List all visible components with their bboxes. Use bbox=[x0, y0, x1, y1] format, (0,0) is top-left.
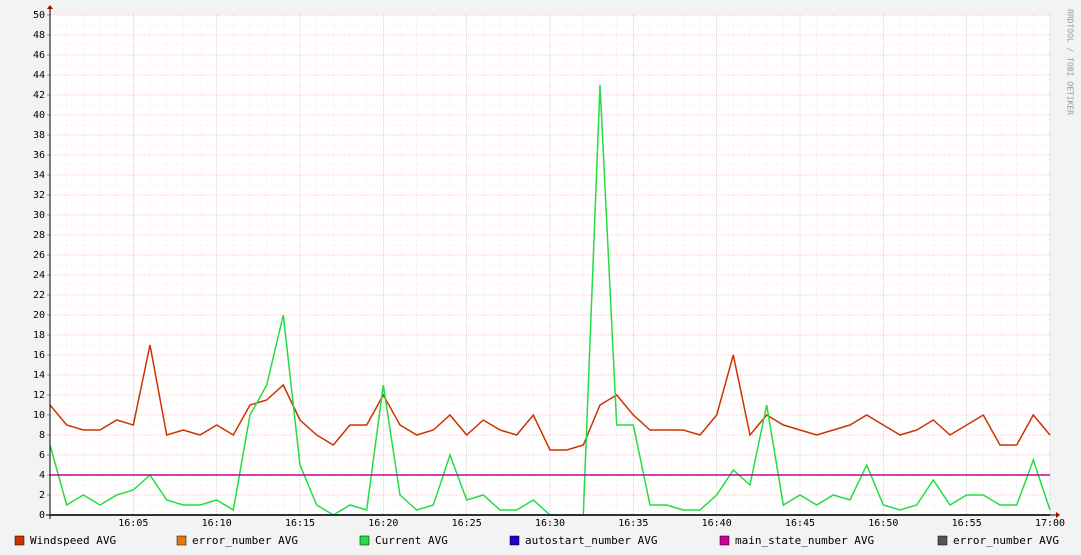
x-tick-label: 16:10 bbox=[202, 518, 232, 529]
y-tick-label: 46 bbox=[33, 50, 45, 61]
legend-label: main_state_number AVG bbox=[735, 534, 874, 547]
y-tick-label: 22 bbox=[33, 290, 45, 301]
x-tick-label: 16:30 bbox=[535, 518, 565, 529]
y-tick-label: 36 bbox=[33, 150, 45, 161]
series-line bbox=[49, 344, 1051, 451]
y-tick-label: 24 bbox=[33, 270, 45, 281]
y-tick-label: 4 bbox=[39, 470, 45, 481]
x-tick-label: 16:25 bbox=[452, 518, 482, 529]
x-tick-label: 16:45 bbox=[785, 518, 815, 529]
y-tick-label: 26 bbox=[33, 250, 45, 261]
legend-label: error_number AVG bbox=[953, 534, 1059, 547]
legend-label: autostart_number AVG bbox=[525, 534, 657, 547]
y-tick-label: 34 bbox=[33, 170, 45, 181]
x-tick-label: 16:05 bbox=[118, 518, 148, 529]
x-tick-label: 16:40 bbox=[702, 518, 732, 529]
x-tick-label: 17:00 bbox=[1035, 518, 1065, 529]
legend-swatch bbox=[14, 535, 25, 546]
legend-swatch bbox=[509, 535, 520, 546]
y-tick-label: 14 bbox=[33, 370, 45, 381]
y-tick-label: 8 bbox=[39, 430, 45, 441]
y-tick-label: 44 bbox=[33, 70, 45, 81]
y-tick-label: 12 bbox=[33, 390, 45, 401]
legend-label: Current AVG bbox=[375, 534, 448, 547]
y-tick-label: 0 bbox=[39, 510, 45, 521]
legend-swatch bbox=[719, 535, 730, 546]
y-tick-label: 30 bbox=[33, 210, 45, 221]
y-tick-label: 38 bbox=[33, 130, 45, 141]
y-tick-label: 2 bbox=[39, 490, 45, 501]
y-tick-label: 10 bbox=[33, 410, 45, 421]
legend-swatch bbox=[359, 535, 370, 546]
y-tick-label: 28 bbox=[33, 230, 45, 241]
watermark: RRDTOOL / TOBI OETIKER bbox=[1066, 9, 1075, 115]
x-tick-label: 16:55 bbox=[952, 518, 982, 529]
y-tick-label: 32 bbox=[33, 190, 45, 201]
y-tick-label: 42 bbox=[33, 90, 45, 101]
x-tick-label: 16:50 bbox=[868, 518, 898, 529]
y-tick-label: 20 bbox=[33, 310, 45, 321]
y-tick-label: 18 bbox=[33, 330, 45, 341]
x-tick-label: 16:15 bbox=[285, 518, 315, 529]
y-tick-label: 16 bbox=[33, 350, 45, 361]
y-tick-label: 6 bbox=[39, 450, 45, 461]
y-tick-label: 40 bbox=[33, 110, 45, 121]
y-tick-label: 50 bbox=[33, 10, 45, 21]
legend-swatch bbox=[937, 535, 948, 546]
y-axis-arrow bbox=[47, 5, 53, 9]
x-axis-arrow bbox=[1056, 512, 1060, 518]
legend-label: error_number AVG bbox=[192, 534, 298, 547]
x-tick-label: 16:20 bbox=[368, 518, 398, 529]
legend-label: Windspeed AVG bbox=[30, 534, 116, 547]
x-tick-label: 16:35 bbox=[618, 518, 648, 529]
y-tick-label: 48 bbox=[33, 30, 45, 41]
legend-swatch bbox=[176, 535, 187, 546]
